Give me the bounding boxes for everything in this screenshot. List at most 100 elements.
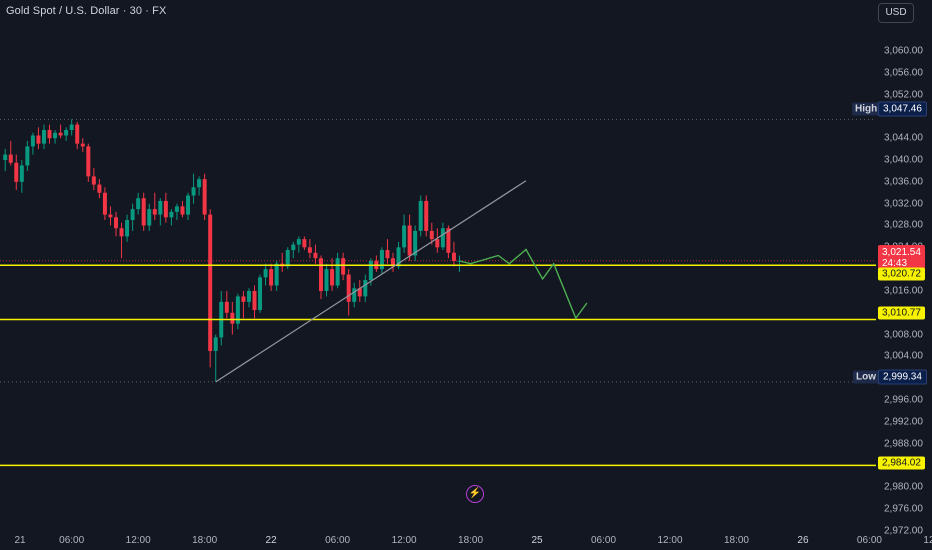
candle-body [324, 269, 329, 291]
candle-body [91, 176, 96, 185]
candle-body [213, 337, 218, 351]
candle-body [235, 296, 240, 324]
candle-body [230, 312, 235, 324]
candle-body [114, 217, 118, 229]
candle-body [296, 239, 301, 245]
price-tick: 2,988.00 [884, 438, 923, 450]
time-tick: 21 [14, 535, 26, 546]
price-tick: 2,980.00 [884, 481, 923, 493]
candle-body [313, 252, 318, 259]
candle-body [413, 230, 418, 256]
time-tick: 06:00 [591, 535, 617, 546]
time-tick: 22 [265, 535, 277, 546]
price-tick: 3,036.00 [884, 176, 923, 188]
candle-body [3, 154, 8, 161]
candle-body [130, 209, 135, 221]
chart-title: Gold Spot / U.S. Dollar · 30 · FX [6, 5, 167, 17]
price-tick: 2,972.00 [884, 525, 923, 537]
current-price: 3,021.54 [882, 247, 921, 258]
time-tick: 12:00 [657, 535, 683, 546]
candle-body [58, 132, 63, 136]
candle-body [119, 228, 124, 237]
price-tick: 3,008.00 [884, 329, 923, 341]
price-tick: 2,976.00 [884, 503, 923, 515]
time-tick: 25 [531, 535, 543, 546]
time-tick: 18:00 [458, 535, 484, 546]
candle-body [69, 124, 74, 131]
candle-body [125, 220, 130, 237]
candle-body [252, 290, 257, 311]
candle-body [14, 162, 19, 182]
candle-body [86, 146, 91, 177]
candle-body [152, 209, 157, 215]
candle-body [241, 296, 246, 302]
currency-button[interactable]: USD [878, 3, 914, 23]
price-tick: 3,032.00 [884, 198, 923, 210]
candle-body [341, 258, 346, 275]
lightning-icon[interactable]: ⚡ [466, 485, 484, 503]
candle-body [391, 258, 395, 267]
time-tick: 12:00 [125, 535, 151, 546]
price-tick: 3,040.00 [884, 154, 923, 166]
candle-body [346, 274, 351, 302]
candle-body [8, 154, 13, 163]
candle-body [318, 258, 323, 291]
time-tick: 06:00 [325, 535, 351, 546]
candle-body [75, 124, 80, 144]
candle-body [141, 198, 146, 226]
candle-body [53, 132, 58, 139]
candle-body [25, 146, 30, 166]
candle-body [197, 179, 202, 188]
candle-body [180, 206, 185, 215]
candle-body [302, 239, 307, 248]
candle-body [108, 214, 113, 218]
candle-body [47, 130, 52, 139]
high-label: High [852, 102, 881, 116]
time-tick: 18:00 [723, 535, 749, 546]
candle-body [174, 206, 179, 212]
candle-body [352, 288, 357, 302]
candle-body [158, 200, 163, 215]
price-tick: 3,052.00 [884, 89, 923, 101]
candle-body [435, 239, 440, 248]
price-tick: 3,016.00 [884, 285, 923, 297]
candle-body [429, 230, 434, 240]
time-tick: 06:00 [59, 535, 85, 546]
candle-body [64, 130, 69, 136]
candle-body [97, 184, 102, 193]
price-tick: 3,056.00 [884, 67, 923, 79]
current-price-badge: 3,021.54 24:43 [878, 245, 925, 271]
price-tick: 3,060.00 [884, 45, 923, 57]
time-tick: 12:00 [391, 535, 417, 546]
price-tick: 3,004.00 [884, 350, 923, 362]
candle-body [396, 247, 401, 267]
candle-body [269, 269, 274, 286]
candle-body [169, 211, 174, 218]
candle-body [41, 130, 46, 144]
candle-body [285, 250, 290, 267]
time-tick: 26 [797, 535, 809, 546]
candle-body [446, 228, 451, 253]
candle-body [80, 143, 85, 147]
trendline [215, 180, 527, 383]
candle-body [451, 252, 456, 261]
candle-body [330, 269, 335, 286]
candle-countdown: 24:43 [882, 258, 908, 269]
candle-body [102, 192, 107, 215]
candle-body [368, 260, 373, 281]
projection-path [459, 248, 588, 320]
price-tick: 2,992.00 [884, 416, 923, 428]
candle-body [379, 250, 384, 270]
candle-body [357, 288, 362, 297]
level-badge-2: 3,010.77 [878, 306, 925, 320]
candle-body [363, 280, 368, 297]
candle-body [136, 198, 141, 210]
high-price-badge: 3,047.46 [878, 101, 927, 117]
candle-body [307, 247, 312, 253]
candle-body [258, 277, 263, 311]
candle-body [30, 135, 35, 147]
candle-body [335, 258, 340, 286]
level-badge-1: 3,020.72 [878, 267, 925, 281]
candle-body [418, 200, 423, 231]
